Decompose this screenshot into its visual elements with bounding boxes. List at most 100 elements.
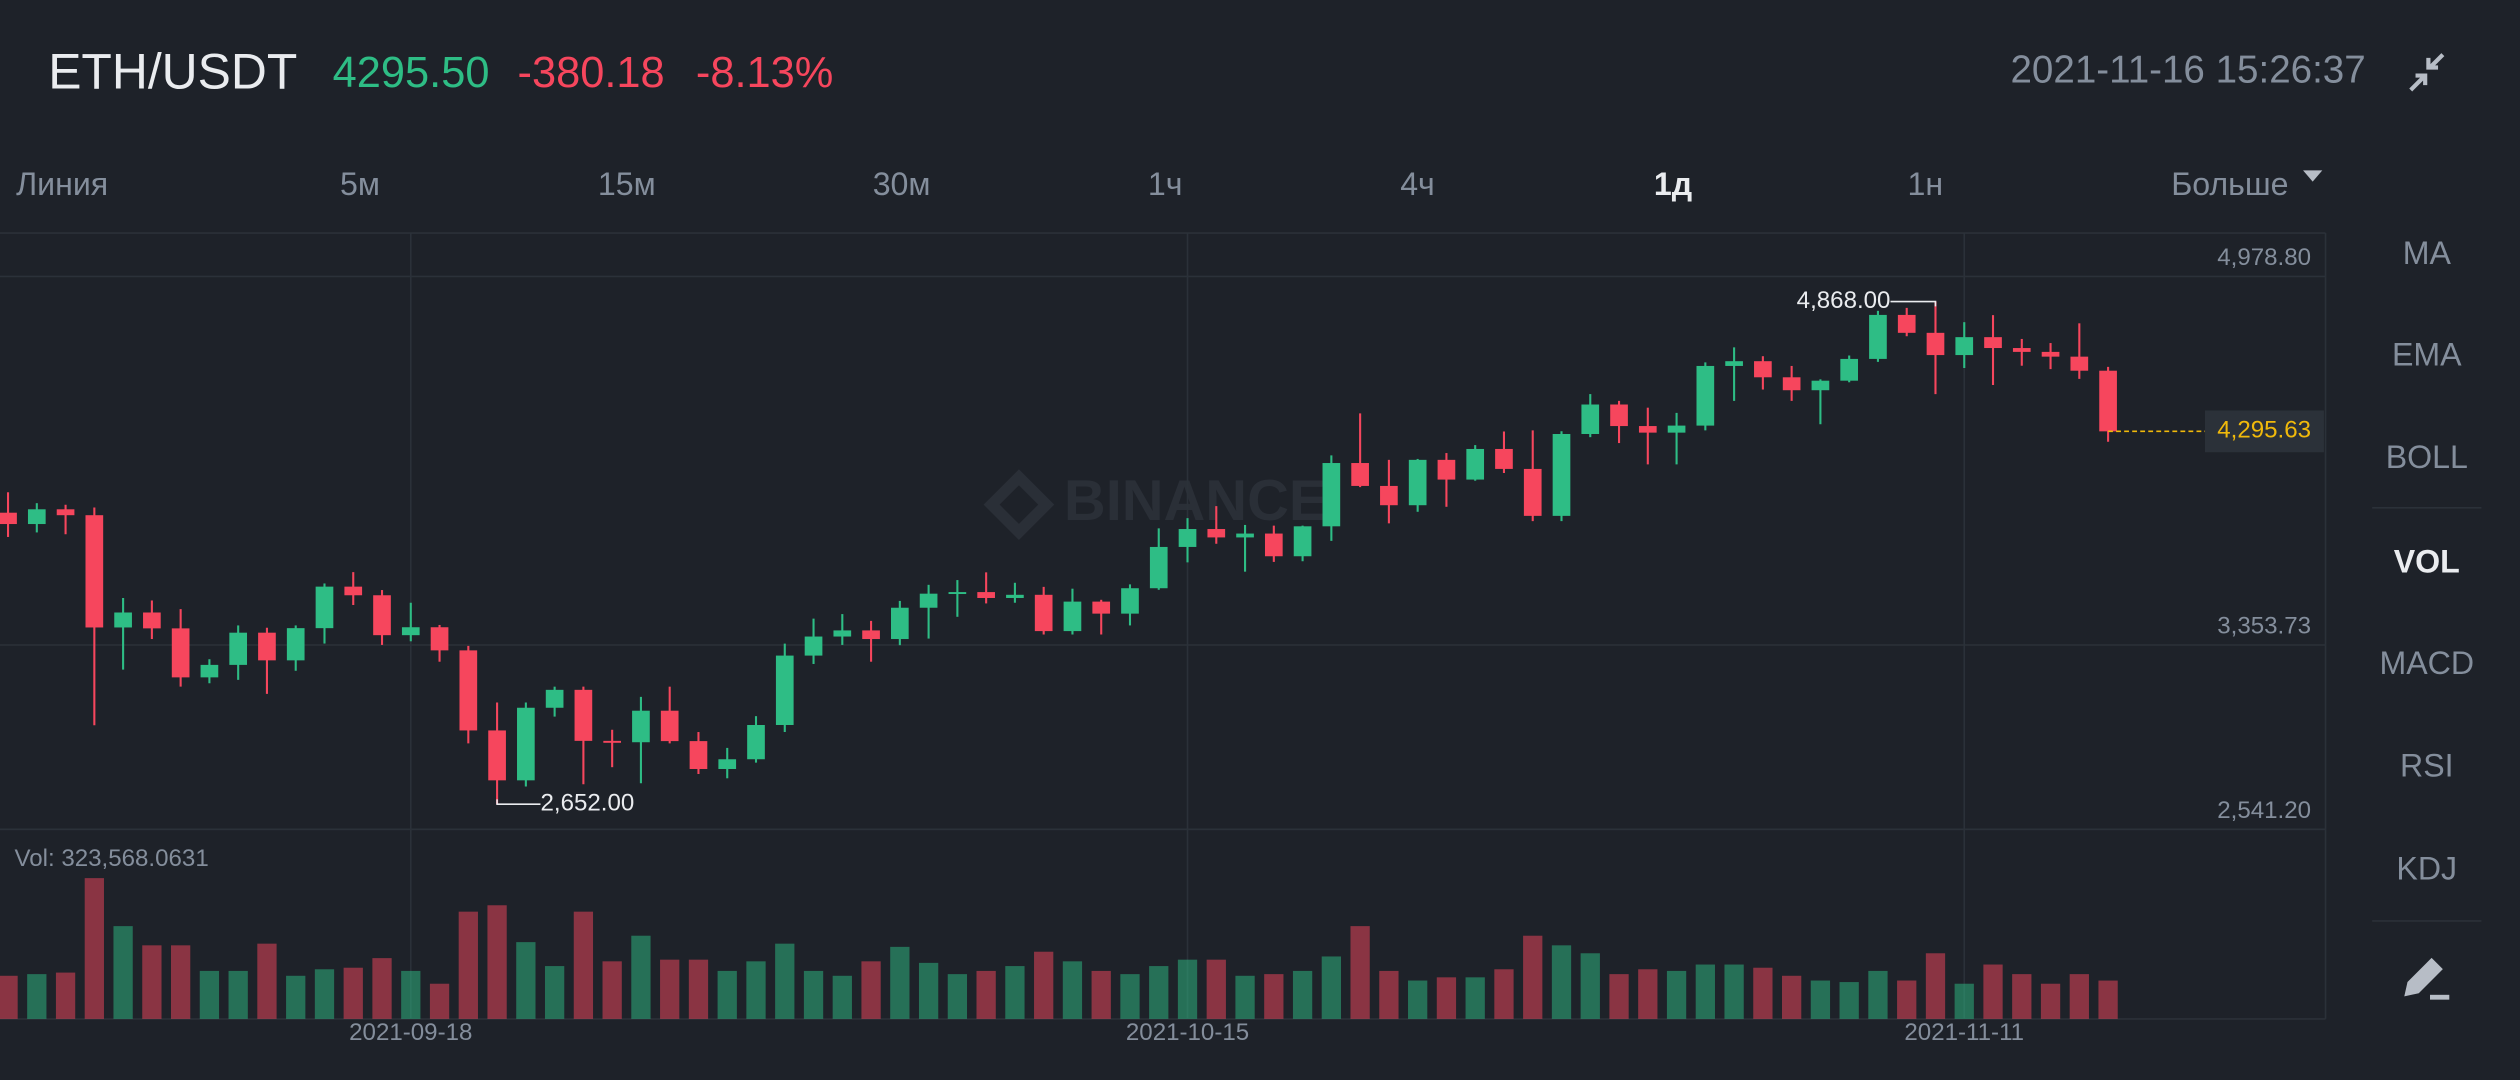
candle-body (1667, 425, 1686, 433)
candle-body (948, 592, 967, 595)
candle-body (632, 710, 650, 743)
volume-bar (1235, 975, 1255, 1019)
candle-body (660, 710, 679, 742)
candle-body (1840, 358, 1859, 381)
volume-bar (1436, 977, 1457, 1019)
volume-bar (2012, 974, 2032, 1019)
volume-bar (199, 970, 220, 1019)
candle-body (1437, 459, 1456, 480)
indicator-button[interactable]: RSI (2400, 748, 2454, 784)
volume-bar (918, 962, 939, 1019)
volume-bar (573, 911, 594, 1019)
volume-bar (1350, 926, 1370, 1019)
volume-bar (1695, 964, 1715, 1019)
volume-bar (544, 966, 565, 1019)
candle-body (718, 759, 737, 769)
indicator-button[interactable]: KDJ (2396, 851, 2457, 887)
tab[interactable]: 5м (340, 166, 380, 202)
volume-bar (1753, 967, 1773, 1019)
candle-body (2041, 351, 2060, 357)
tab[interactable]: 30м (873, 166, 931, 202)
candle-body (344, 586, 363, 596)
candle-body (1610, 404, 1628, 427)
volume-bar (142, 945, 162, 1019)
y-tick-label: 3,353.73 (2217, 613, 2311, 640)
tab-bar: Линия 5м 15м 30м 1ч 4ч 1д 1н Больше (16, 166, 2289, 202)
collapse-button[interactable] (2409, 53, 2445, 92)
candle-body (919, 593, 938, 608)
volume-bar (803, 970, 824, 1019)
candle-body (1006, 594, 1024, 598)
indicator-button[interactable]: VOL (2394, 544, 2460, 580)
candle-body (1466, 448, 1485, 480)
tab[interactable]: 1ч (1148, 166, 1183, 202)
volume-bar (1062, 961, 1083, 1019)
tab[interactable]: 15м (598, 166, 656, 202)
indicator-button[interactable]: BOLL (2386, 439, 2468, 475)
candle-body (1264, 533, 1283, 557)
candle-body (200, 664, 219, 678)
watermark-logo (983, 469, 1055, 540)
volume-bar (832, 975, 852, 1019)
volume-bar (1292, 970, 1313, 1019)
volume-bar (372, 958, 392, 1019)
candle-body (315, 586, 334, 629)
tab[interactable]: 4ч (1400, 166, 1435, 202)
volume-bar (1983, 964, 2003, 1019)
candle-body (574, 689, 593, 741)
volume-bar (0, 975, 18, 1019)
draw-tool-button[interactable] (2404, 957, 2450, 1000)
candle-body (1207, 529, 1226, 538)
volume-bar (113, 926, 133, 1019)
candle-body (1926, 332, 1945, 356)
candle-body (229, 632, 248, 665)
watermark: BINANCE (1064, 469, 1328, 533)
tab[interactable]: 1д (1654, 166, 1692, 202)
tab[interactable]: Больше (2171, 166, 2288, 202)
candle-body (1236, 533, 1254, 538)
indicator-button[interactable]: EMA (2392, 336, 2462, 372)
candle-body (1869, 314, 1887, 359)
tab[interactable]: 1н (1908, 166, 1944, 202)
last-price-label: 4,295.63 (2217, 417, 2311, 444)
volume-bar (429, 983, 450, 1019)
volume-bar (1810, 980, 1831, 1019)
candle-body (1092, 601, 1111, 614)
candle-body (143, 612, 161, 629)
indicator-button[interactable]: MA (2403, 235, 2452, 271)
candle-body (1782, 377, 1801, 391)
candle-body (833, 630, 852, 637)
last-price-box (2205, 410, 2324, 453)
volume-bar (55, 972, 76, 1019)
volume-bar (1120, 974, 1140, 1019)
volume-bar (1494, 969, 1514, 1019)
candle-body (1552, 433, 1571, 516)
candle-body (891, 607, 909, 640)
tab[interactable]: Линия (16, 166, 108, 202)
volume-bar (775, 943, 795, 1019)
volume-bar (1177, 959, 1198, 1019)
volume-bar (84, 878, 104, 1019)
volume-bar (343, 967, 363, 1019)
candle-body (1638, 426, 1657, 433)
indicator-button[interactable]: MACD (2379, 645, 2474, 681)
volume-bar (314, 969, 335, 1019)
candle-body (27, 509, 46, 525)
price: 4295.50 (333, 49, 490, 97)
volume-bar (1897, 980, 1917, 1019)
candle-body (2012, 348, 2031, 352)
volume-bar (660, 959, 680, 1019)
x-tick-label: 2021-10-15 (1126, 1019, 1249, 1046)
volume-bar (2098, 980, 2118, 1019)
candle-body (747, 724, 765, 760)
candle-body (1984, 337, 2002, 349)
volume-bar (1206, 959, 1226, 1019)
candle-body (689, 741, 708, 769)
candle-body (1495, 448, 1513, 469)
volume-bar (947, 974, 968, 1019)
volume-bar (1551, 945, 1572, 1019)
volume-bar (2069, 974, 2089, 1019)
